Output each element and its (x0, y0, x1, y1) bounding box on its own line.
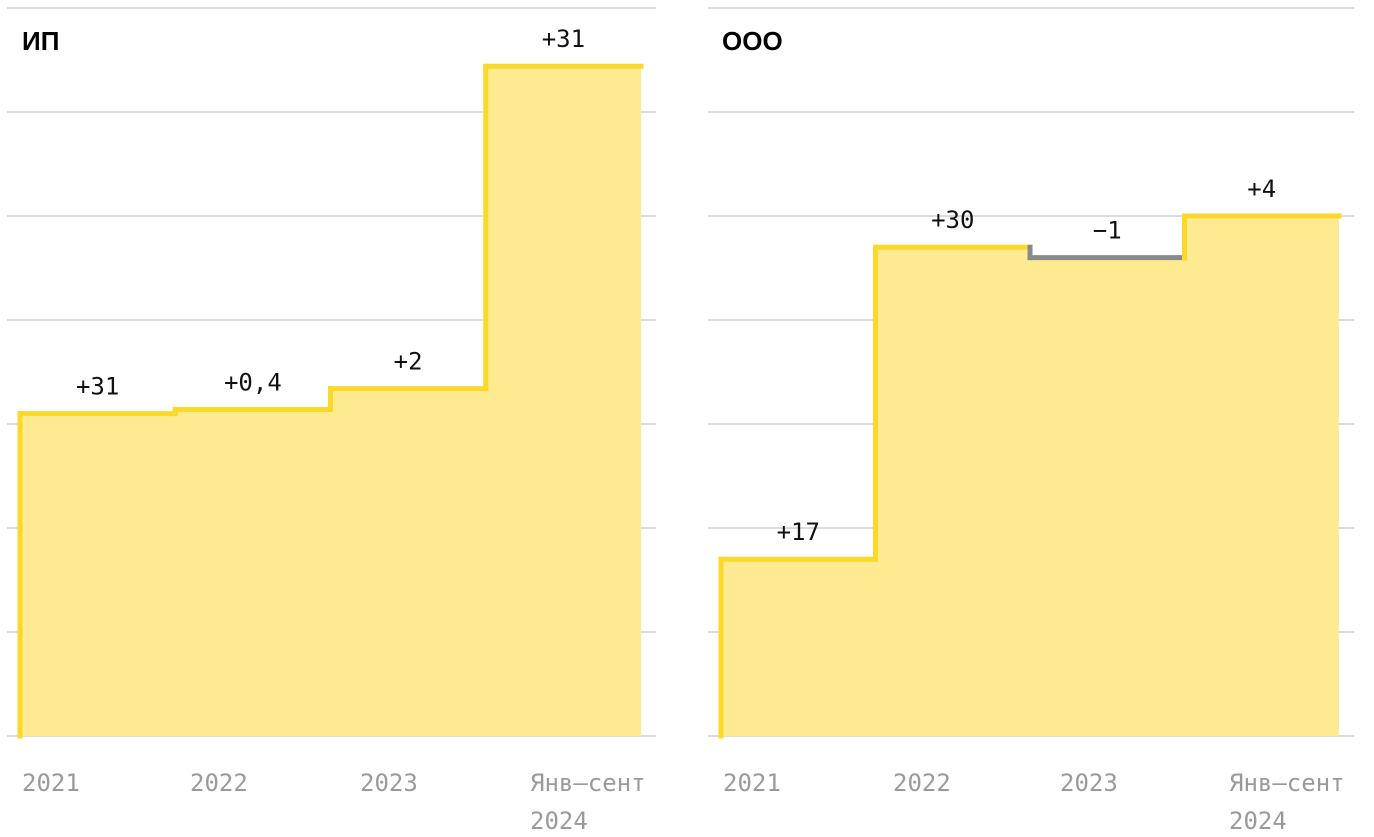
x-tick-line: 2023 (360, 769, 418, 797)
x-tick-label: 2023 (1060, 769, 1118, 797)
x-tick-line: 2022 (893, 769, 951, 797)
delta-label: +2 (394, 348, 423, 376)
x-tick-line: 2024 (1229, 807, 1287, 835)
x-tick-label: 2021 (22, 769, 80, 797)
chart-panel-1: +31 +0,4 +2 +31 ИП 2021 2022 2023 Янв–сент 2024 (7, 8, 656, 835)
x-tick-label: 2022 (893, 769, 951, 797)
x-tick-label: Янв–сент 2024 (1229, 769, 1345, 835)
x-tick-label: 2021 (723, 769, 781, 797)
delta-label: +31 (76, 373, 119, 401)
x-tick-line: Янв–сент (530, 769, 646, 797)
x-tick-label: 2023 (360, 769, 418, 797)
panel-title: ООО (722, 26, 783, 56)
delta-label: −1 (1093, 217, 1122, 245)
x-tick-line: 2021 (22, 769, 80, 797)
delta-label: +17 (777, 518, 820, 546)
delta-label: +30 (931, 206, 974, 234)
x-tick-line: Янв–сент (1229, 769, 1345, 797)
x-tick-line: 2023 (1060, 769, 1118, 797)
x-tick-line: 2024 (530, 807, 588, 835)
x-tick-line: 2022 (190, 769, 248, 797)
x-tick-line: 2021 (723, 769, 781, 797)
delta-label: +0,4 (224, 368, 282, 396)
panel-title: ИП (22, 26, 59, 56)
delta-label: +4 (1247, 175, 1276, 203)
x-tick-label: 2022 (190, 769, 248, 797)
area-fill (721, 216, 1339, 736)
chart-panel-2: +17 +30 −1 +4 ООО 2021 2022 2023 Янв–сент 2024 (708, 8, 1354, 835)
x-tick-label: Янв–сент 2024 (530, 769, 646, 835)
delta-label: +31 (542, 25, 585, 53)
